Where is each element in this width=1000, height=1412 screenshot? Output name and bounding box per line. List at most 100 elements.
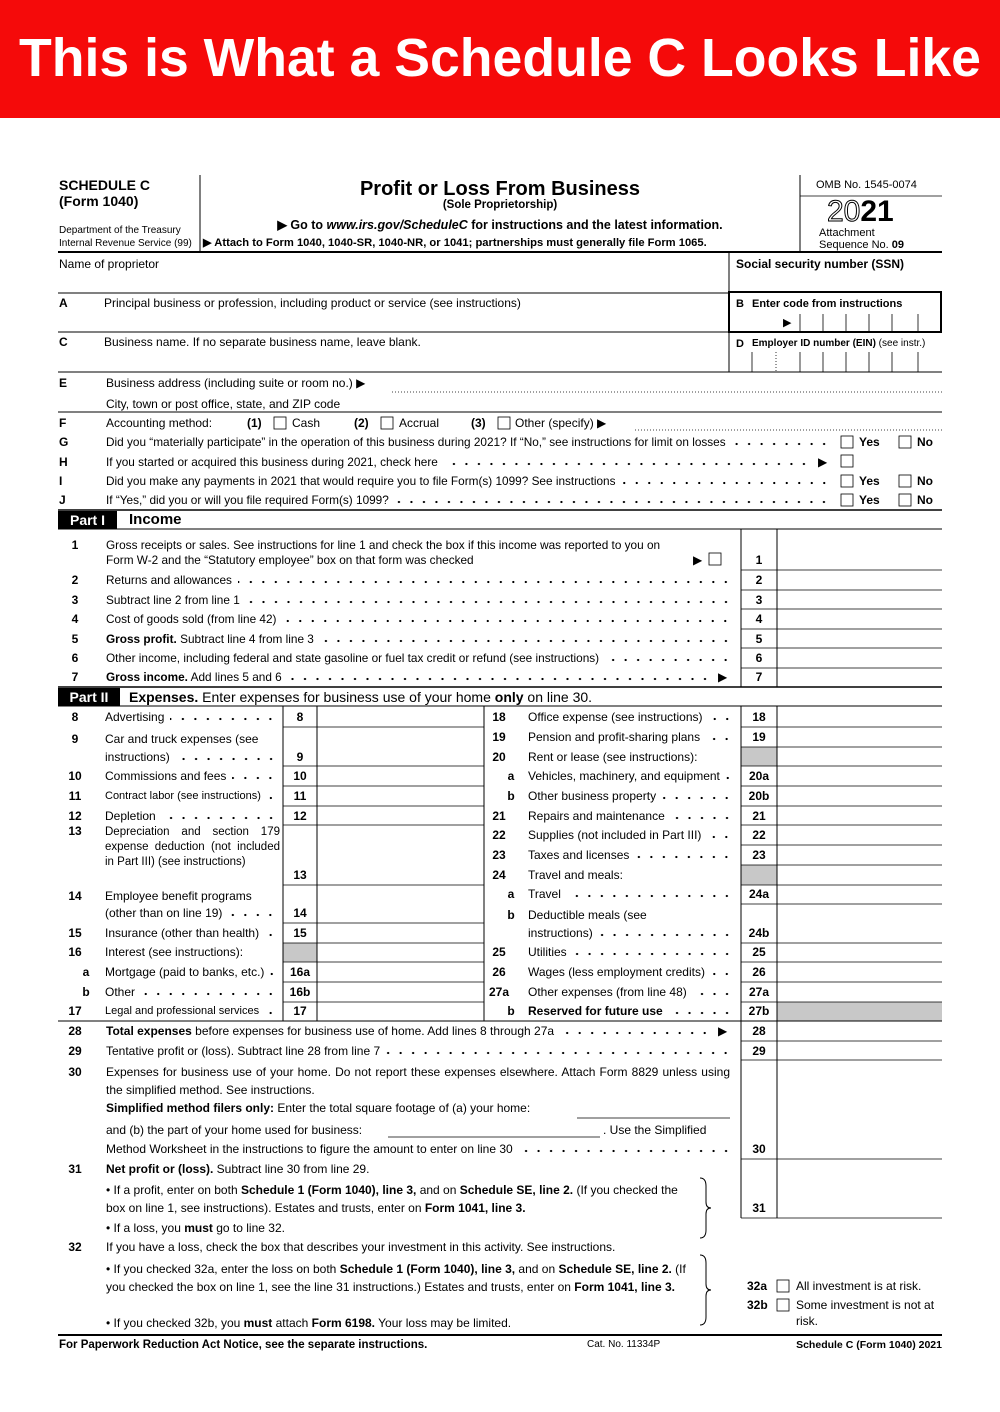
text: instructions) [528, 925, 737, 941]
letter: E [59, 376, 68, 390]
num: 2 [71, 573, 79, 587]
text-segment: Enter the total square footage of (a) yo… [274, 1101, 531, 1115]
dot-leader [635, 855, 733, 859]
letter: H [59, 455, 68, 469]
text: Form W-2 and the “Statutory employee” bo… [106, 553, 474, 567]
dot-leader [141, 992, 277, 996]
checkbox [708, 552, 722, 566]
dot-leader [265, 1011, 277, 1015]
title: Income [129, 511, 182, 528]
text-segment: on line 30. [523, 689, 593, 705]
text-segment: Sequence No. [819, 239, 892, 251]
brace [699, 1254, 712, 1326]
text-segment: must [243, 1316, 273, 1330]
num: 10 [68, 769, 82, 783]
text-segment: www.irs.gov/ScheduleC [326, 218, 468, 232]
text: Advertising [105, 709, 281, 725]
text: If you have a loss, check the box that d… [106, 1240, 616, 1254]
text: Tentative profit or (loss). Subtract lin… [106, 1043, 736, 1059]
num: a [82, 965, 90, 979]
text: Other income, including federal and stat… [106, 651, 600, 665]
irs: Internal Revenue Service (99) [59, 238, 192, 249]
text: Insurance (other than health) [105, 926, 260, 940]
num: 14 [68, 889, 82, 903]
num: 18 [492, 710, 506, 724]
dot-leader [245, 600, 732, 604]
num: 30 [68, 1065, 82, 1079]
arrow: ▶ [718, 1024, 728, 1038]
checkbox [840, 474, 854, 488]
use: . Use the Simplified [603, 1123, 707, 1137]
dot-leader [598, 933, 733, 937]
shaded-box [777, 1002, 942, 1021]
num: b [507, 1004, 515, 1018]
text: Subtract line 2 from line 1 [106, 592, 736, 608]
arrow: ▶ [693, 553, 703, 567]
box: 23 [752, 848, 766, 862]
letter: F [59, 416, 67, 430]
text-segment: Total expenses [106, 1024, 192, 1038]
dot-leader [708, 717, 733, 721]
text: Utilities [528, 944, 737, 960]
box: 18 [752, 710, 766, 724]
num: b [507, 908, 515, 922]
num: b [82, 985, 90, 999]
text: If you started or acquired this business… [106, 455, 438, 469]
options: Cash [292, 416, 321, 430]
text-segment: • If you checked 32b, you [106, 1316, 244, 1330]
text: Mortgage (paid to banks, etc.) [105, 964, 281, 980]
text: All investment is at risk. [796, 1279, 922, 1293]
text: Did you “materially participate” in the … [106, 435, 726, 449]
text-segment: Employer ID number (EIN) [752, 338, 876, 349]
checkbox [898, 493, 912, 507]
banner-title: This is What a Schedule C Looks Like [19, 28, 981, 88]
box: 30 [752, 1142, 766, 1156]
dot-leader [232, 776, 277, 780]
num: 29 [68, 1044, 82, 1058]
checkbox [898, 474, 912, 488]
text-segment: Subtract line 30 from line 29. [213, 1162, 370, 1176]
label: Part II [69, 689, 109, 705]
text: Reserved for future use [528, 1004, 663, 1018]
num: 22 [492, 828, 506, 842]
text: Legal and professional services [105, 1003, 281, 1019]
text: Legal and professional services [105, 1005, 260, 1017]
banner-background [0, 0, 1000, 118]
options: Accrual [399, 416, 440, 430]
dot-leader [566, 894, 733, 898]
checkbox [840, 493, 854, 507]
name: Name of proprietor [59, 257, 160, 271]
dot-leader [170, 717, 277, 721]
label: 32b [747, 1298, 768, 1312]
dot-leader [161, 816, 277, 820]
num: 19 [492, 730, 506, 744]
goto: ▶ Go to www.irs.gov/ScheduleC for instru… [200, 217, 800, 233]
text: Subtract line 2 from line 1 [106, 593, 240, 607]
dot-leader [282, 619, 732, 623]
city: City, town or post office, state, and ZI… [106, 397, 341, 411]
right: Schedule C (Form 1040) 2021 [796, 1339, 942, 1351]
box: 8 [296, 710, 304, 724]
box: 12 [293, 809, 307, 823]
text: Total expenses before expenses for busin… [106, 1023, 715, 1039]
options: (1) [247, 416, 262, 430]
text-segment: Gross profit. [106, 632, 177, 646]
letter: A [59, 296, 68, 310]
text-segment: before expenses for business use of home… [191, 1024, 555, 1038]
text: Travel and meals: [528, 868, 623, 882]
text: instructions) [105, 750, 170, 764]
loss: • If a loss, you must go to line 32. [106, 1220, 285, 1236]
dot-leader [518, 1149, 732, 1153]
num: b [507, 789, 515, 803]
text: Advertising [105, 710, 165, 724]
num: 26 [492, 965, 506, 979]
box: 22 [752, 828, 766, 842]
title: Profit or Loss From Business [359, 178, 641, 200]
text: Wages (less employment credits) [528, 965, 705, 979]
text-segment: Simplified method filers only: [106, 1101, 275, 1115]
text: Repairs and maintenance [528, 808, 737, 824]
text: Vehicles, machinery, and equipment [528, 768, 737, 784]
box: 25 [752, 945, 766, 959]
letter: D [736, 338, 744, 350]
